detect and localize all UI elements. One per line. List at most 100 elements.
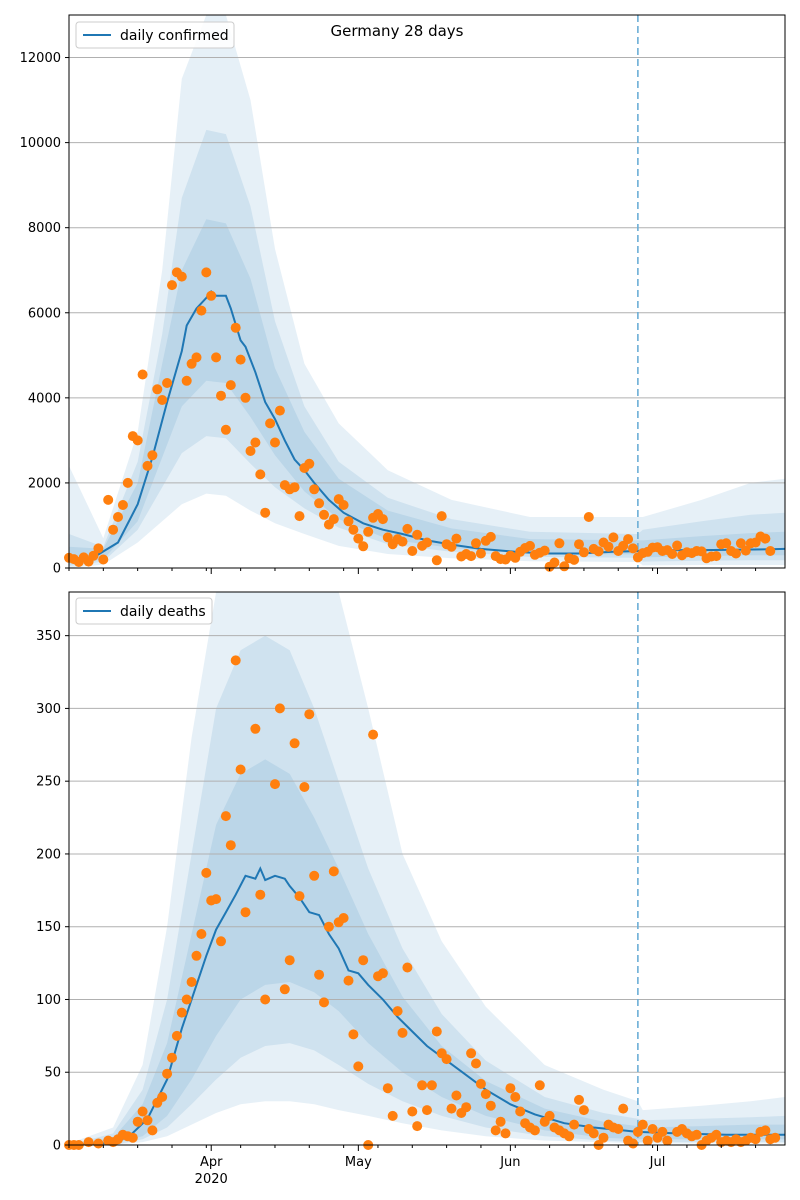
y-tick-label: 6000	[28, 306, 61, 321]
data-point	[368, 729, 379, 740]
data-point	[466, 551, 477, 562]
data-point	[569, 1119, 580, 1130]
data-point	[691, 1129, 702, 1140]
data-point	[363, 526, 374, 537]
uncertainty-band-1	[69, 15, 785, 568]
data-point	[407, 546, 418, 556]
x-tick-label: May	[345, 1155, 372, 1170]
data-point	[108, 524, 119, 535]
data-point	[377, 968, 388, 979]
data-point	[319, 997, 329, 1008]
data-point	[397, 1027, 408, 1038]
data-point	[220, 811, 231, 822]
data-point	[167, 1052, 177, 1063]
data-point	[270, 779, 280, 790]
data-point	[162, 1068, 173, 1079]
legend-box	[75, 21, 235, 49]
data-point	[240, 392, 251, 403]
data-point	[176, 271, 187, 282]
data-point	[137, 369, 148, 380]
y-tick-label: 350	[36, 629, 61, 644]
chart-title: Germany 28 days	[331, 22, 464, 40]
data-point	[279, 984, 290, 995]
data-point	[142, 1115, 153, 1126]
data-point	[422, 537, 432, 548]
data-point	[230, 322, 241, 333]
data-point	[574, 1094, 584, 1105]
data-point	[235, 764, 246, 775]
data-point	[113, 512, 123, 522]
data-point	[338, 913, 349, 923]
series-line	[68, 290, 786, 561]
data-point	[765, 546, 776, 556]
data-point	[485, 1100, 496, 1111]
data-point	[211, 352, 222, 363]
confirmed-model-line	[68, 290, 786, 561]
confirmed-uncertainty-bands	[69, 15, 785, 568]
data-point	[441, 1054, 452, 1065]
data-point	[117, 500, 128, 510]
data-point	[750, 1134, 761, 1145]
data-point	[152, 384, 163, 395]
data-point	[657, 1126, 668, 1137]
data-point	[451, 533, 462, 544]
uncertainty-band-3	[69, 759, 785, 1145]
data-point	[667, 549, 678, 559]
data-point	[578, 547, 589, 558]
data-point	[137, 1106, 148, 1117]
data-point	[93, 543, 104, 554]
data-point	[132, 1116, 143, 1127]
data-point	[711, 551, 722, 562]
data-point	[323, 921, 334, 932]
data-point	[314, 498, 325, 509]
deaths-axes	[68, 591, 786, 1151]
axes-frame	[68, 14, 786, 569]
series-line	[68, 866, 785, 1146]
data-point	[122, 477, 133, 488]
data-point	[309, 870, 320, 881]
data-point	[358, 541, 369, 552]
data-point	[490, 1125, 501, 1136]
data-point	[255, 889, 266, 900]
legend-label: daily confirmed	[120, 28, 229, 44]
data-point	[274, 703, 285, 714]
data-point	[353, 1061, 364, 1072]
data-point	[309, 484, 320, 495]
data-point	[225, 840, 236, 851]
data-point	[647, 1124, 658, 1134]
data-point	[505, 1083, 516, 1094]
data-point	[127, 1132, 138, 1143]
data-point	[270, 437, 280, 448]
data-point	[770, 1132, 781, 1143]
deaths-model-line	[68, 866, 785, 1146]
legend-label: daily deaths	[120, 604, 206, 620]
data-point	[559, 561, 570, 572]
data-point	[475, 548, 486, 559]
data-point	[225, 380, 236, 391]
data-point	[412, 1121, 423, 1132]
y-tick-label: 10000	[20, 136, 61, 151]
data-point	[171, 1030, 182, 1041]
data-point	[593, 546, 604, 557]
uncertainty-band-3	[69, 219, 785, 564]
data-point	[328, 866, 339, 877]
data-point	[461, 1102, 472, 1113]
data-point	[603, 541, 614, 552]
data-point	[353, 533, 364, 544]
data-point	[436, 511, 447, 522]
data-point	[98, 554, 109, 565]
data-point	[260, 507, 271, 518]
data-point	[402, 962, 413, 973]
data-point	[216, 390, 226, 401]
data-point	[632, 1126, 643, 1137]
data-point	[191, 352, 202, 363]
axes-frame	[68, 591, 786, 1146]
data-point	[500, 1128, 511, 1139]
data-point	[250, 723, 261, 734]
data-point	[377, 514, 388, 525]
data-point	[569, 554, 580, 565]
data-point	[206, 290, 217, 301]
data-point	[402, 523, 413, 534]
y-tick-label: 300	[36, 702, 61, 717]
